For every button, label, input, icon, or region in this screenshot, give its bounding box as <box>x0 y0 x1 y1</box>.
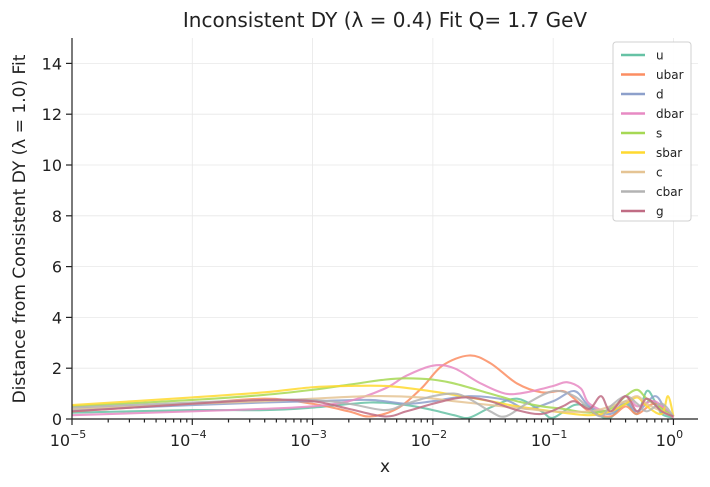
x-axis-label: x <box>380 457 390 477</box>
x-tick-exponent: 0 <box>676 428 683 441</box>
y-tick-label: 12 <box>42 105 62 124</box>
legend-label-dbar: dbar <box>656 107 684 121</box>
series-line-ubar <box>71 354 675 419</box>
x-tick-exponent: −1 <box>551 428 567 441</box>
y-tick-label: 10 <box>42 156 62 175</box>
x-tick-label: 10−4 <box>170 428 207 450</box>
x-tick-base: 10 <box>411 431 431 450</box>
x-tick-base: 10 <box>50 431 70 450</box>
series-line-g <box>71 395 674 418</box>
series-lines <box>71 354 675 420</box>
x-tick-exponent: −5 <box>70 428 86 441</box>
axes <box>71 38 698 420</box>
x-tick-base: 10 <box>170 431 190 450</box>
x-tick-label: 10−3 <box>290 428 327 450</box>
y-tick-label: 8 <box>52 207 62 226</box>
chart-title: Inconsistent DY (λ = 0.4) Fit Q= 1.7 GeV <box>183 8 587 32</box>
y-tick-label: 6 <box>52 258 62 277</box>
series-line-s <box>71 377 675 418</box>
x-tick-base: 10 <box>656 431 676 450</box>
y-axis-label: Distance from Consistent DY (λ = 1.0) Fi… <box>10 54 30 403</box>
y-ticks: 0 2 4 6 8 10 12 14 <box>42 54 72 429</box>
x-tick-label: 10−1 <box>531 428 568 450</box>
x-tick-base: 10 <box>531 431 551 450</box>
y-tick-label: 0 <box>52 410 62 429</box>
legend-frame <box>612 41 692 222</box>
x-tick-base: 10 <box>290 431 310 450</box>
legend: u ubar d dbar s sbar c cbar g <box>612 41 692 222</box>
legend-label-cbar: cbar <box>656 185 683 199</box>
legend-label-sbar: sbar <box>656 146 682 160</box>
y-tick-label: 2 <box>52 359 62 378</box>
x-tick-label: 10−2 <box>411 428 448 450</box>
legend-label-c: c <box>656 166 663 180</box>
x-tick-exponent: −4 <box>190 428 206 441</box>
series-line-sbar <box>71 384 675 417</box>
legend-label-ubar: ubar <box>656 68 684 82</box>
x-ticks: 10−5 10−4 10−3 10−2 10−1 100 <box>50 419 683 450</box>
grid <box>71 38 698 420</box>
y-tick-label: 4 <box>52 308 62 327</box>
x-tick-exponent: −2 <box>431 428 447 441</box>
legend-label-u: u <box>656 49 664 63</box>
x-tick-label: 10−5 <box>50 428 87 450</box>
legend-label-d: d <box>656 88 664 102</box>
legend-label-g: g <box>656 205 664 219</box>
x-tick-label: 100 <box>656 428 683 450</box>
legend-label-s: s <box>656 127 662 141</box>
y-tick-label: 14 <box>42 54 62 73</box>
x-tick-exponent: −3 <box>311 428 327 441</box>
